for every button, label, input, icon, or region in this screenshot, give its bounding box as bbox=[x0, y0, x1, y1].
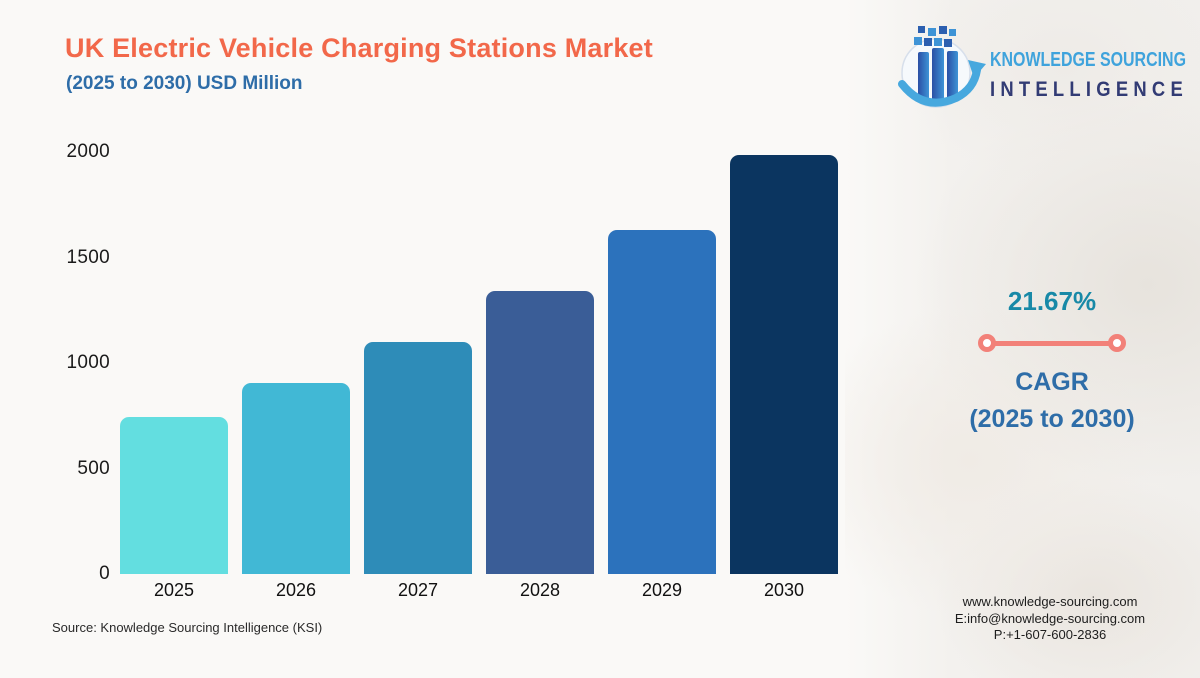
cagr-label: CAGR bbox=[1015, 368, 1089, 396]
y-axis: 2000 1500 1000 500 0 bbox=[40, 141, 110, 584]
plot-area bbox=[120, 152, 838, 574]
blurred-photo-background bbox=[845, 0, 1200, 678]
y-tick-label-1000: 1000 bbox=[66, 352, 110, 373]
y-tick-label-1500: 1500 bbox=[66, 246, 110, 268]
x-tick-label-2027: 2027 bbox=[397, 580, 439, 600]
divider-right-ring-icon bbox=[1108, 334, 1126, 352]
y-tick-label-2000: 2000 bbox=[66, 141, 110, 162]
bar-2029 bbox=[608, 230, 716, 574]
bar-2025 bbox=[120, 416, 228, 574]
source-note: Source: Knowledge Sourcing Intelligence … bbox=[52, 620, 323, 635]
page-title: UK Electric Vehicle Charging Stations Ma… bbox=[65, 33, 653, 63]
divider-left-ring-icon bbox=[978, 334, 996, 352]
bar-2026 bbox=[242, 383, 350, 574]
contact-email: E:info@knowledge-sourcing.com bbox=[954, 610, 1146, 626]
company-logo: KNOWLEDGE SOURCING INTELLIGENCE bbox=[890, 18, 1190, 117]
bar-2027 bbox=[364, 341, 472, 574]
bar-2030 bbox=[730, 155, 838, 574]
contact-block: www.knowledge-sourcing.com E:info@knowle… bbox=[898, 594, 1200, 644]
x-tick-label-2026: 2026 bbox=[275, 580, 317, 600]
cagr-divider bbox=[978, 334, 1126, 352]
x-tick-label-2030: 2030 bbox=[763, 580, 805, 600]
x-tick-label-2029: 2029 bbox=[641, 580, 683, 600]
y-tick-label-0: 0 bbox=[99, 563, 110, 584]
bar-2028 bbox=[486, 291, 594, 574]
x-tick-label-2028: 2028 bbox=[519, 580, 561, 600]
x-tick-label-2025: 2025 bbox=[153, 580, 195, 600]
x-axis-labels: 2025 2026 2027 2028 2029 2030 bbox=[120, 580, 838, 601]
contact-phone: P:+1-607-600-2836 bbox=[993, 627, 1107, 642]
cagr-period-label: (2025 to 2030) bbox=[969, 405, 1135, 433]
contact-website: www.knowledge-sourcing.com bbox=[962, 594, 1138, 609]
logo-line1: KNOWLEDGE SOURCING bbox=[990, 49, 1186, 71]
divider-line bbox=[995, 340, 1109, 346]
y-tick-label-500: 500 bbox=[77, 457, 110, 479]
bar-chart-globe-arrow-icon: KNOWLEDGE SOURCING INTELLIGENCE bbox=[898, 26, 1188, 108]
cagr-value: 21.67% bbox=[1007, 286, 1097, 316]
logo-line2: INTELLIGENCE bbox=[990, 78, 1188, 101]
page-subtitle: (2025 to 2030) USD Million bbox=[66, 73, 303, 94]
